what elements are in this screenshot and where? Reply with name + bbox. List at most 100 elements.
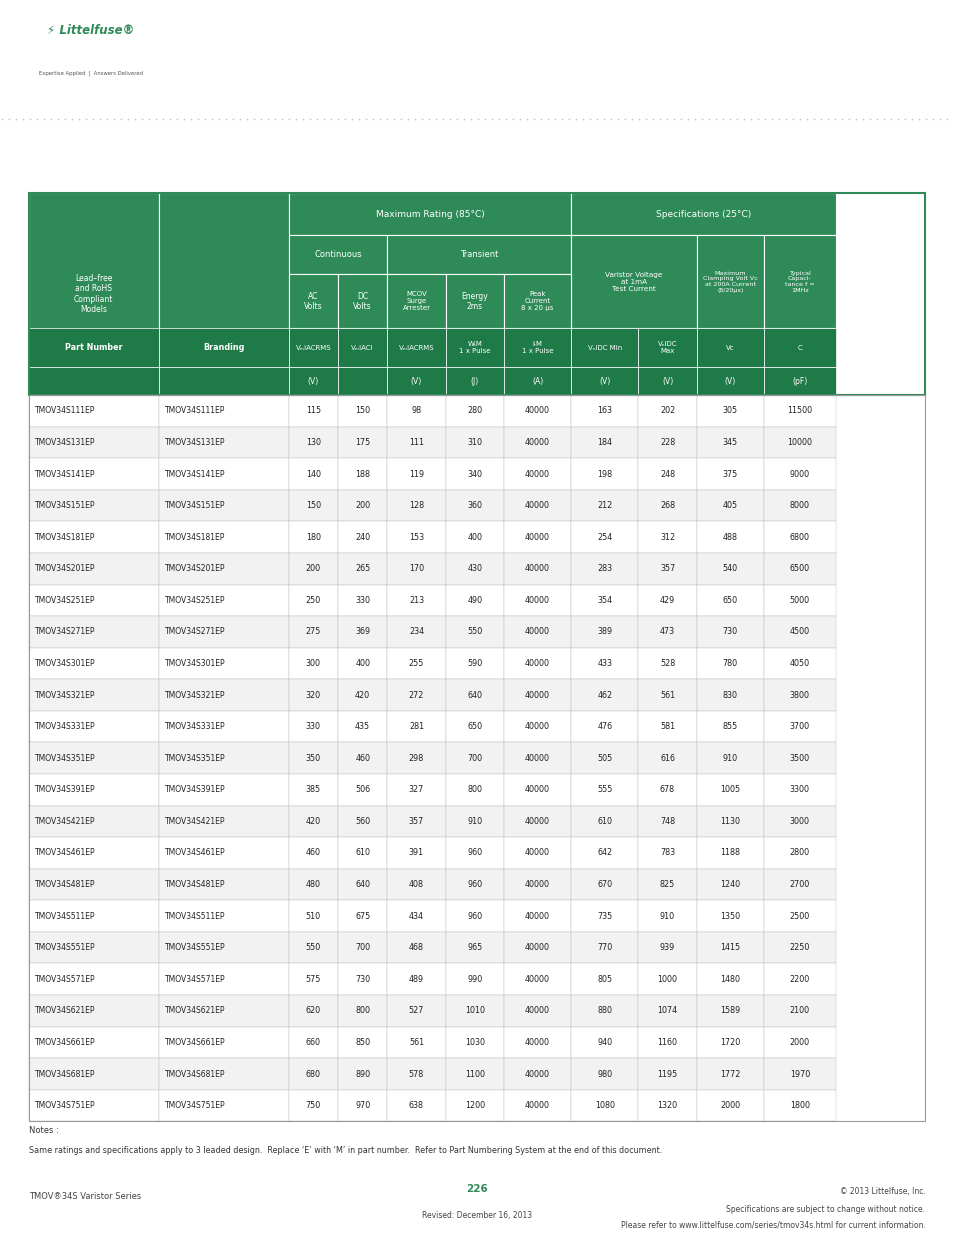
Bar bbox=[571, 868, 638, 900]
Text: 175: 175 bbox=[355, 438, 370, 447]
Text: 40000: 40000 bbox=[524, 1102, 550, 1110]
Text: (V): (V) bbox=[598, 377, 610, 385]
Text: 642: 642 bbox=[597, 848, 612, 857]
Text: 11500: 11500 bbox=[786, 406, 812, 415]
Text: TMOV34S461EP: TMOV34S461EP bbox=[35, 848, 95, 857]
Text: 180: 180 bbox=[306, 532, 320, 542]
Text: 330: 330 bbox=[355, 595, 370, 605]
Bar bbox=[696, 236, 763, 329]
Bar bbox=[503, 900, 571, 932]
Bar bbox=[503, 932, 571, 963]
Text: 119: 119 bbox=[409, 469, 423, 478]
Bar bbox=[29, 900, 158, 932]
Text: 2800: 2800 bbox=[789, 848, 809, 857]
Text: 300: 300 bbox=[306, 659, 320, 668]
Text: 391: 391 bbox=[409, 848, 423, 857]
Text: 389: 389 bbox=[597, 627, 612, 636]
Text: Varistor Voltage
at 1mA
Test Current: Varistor Voltage at 1mA Test Current bbox=[604, 272, 662, 291]
Text: 40000: 40000 bbox=[524, 816, 550, 826]
Bar bbox=[158, 837, 289, 868]
Text: 590: 590 bbox=[467, 659, 482, 668]
Bar bbox=[503, 521, 571, 553]
Bar bbox=[571, 742, 638, 774]
Bar bbox=[571, 679, 638, 711]
Text: 357: 357 bbox=[659, 564, 675, 573]
Bar bbox=[696, 458, 763, 490]
Bar bbox=[696, 805, 763, 837]
Bar bbox=[387, 236, 571, 274]
Bar bbox=[289, 868, 337, 900]
Text: 111: 111 bbox=[409, 438, 423, 447]
Text: Transient: Transient bbox=[459, 251, 497, 259]
Text: 9000: 9000 bbox=[789, 469, 809, 478]
Text: 940: 940 bbox=[597, 1037, 612, 1047]
Text: (V): (V) bbox=[308, 377, 318, 385]
Bar bbox=[445, 774, 503, 805]
Bar bbox=[763, 458, 835, 490]
Text: 283: 283 bbox=[597, 564, 612, 573]
Text: TMOV34S251EP: TMOV34S251EP bbox=[165, 595, 225, 605]
Bar bbox=[763, 490, 835, 521]
Text: DC
Volts: DC Volts bbox=[353, 291, 372, 311]
Bar bbox=[571, 900, 638, 932]
Bar bbox=[337, 584, 387, 616]
Bar bbox=[158, 1058, 289, 1089]
Text: 650: 650 bbox=[467, 722, 482, 731]
Text: 375: 375 bbox=[722, 469, 738, 478]
Text: TMOV34S131EP: TMOV34S131EP bbox=[35, 438, 95, 447]
Text: TMOV34S301EP: TMOV34S301EP bbox=[165, 659, 225, 668]
Bar bbox=[445, 1089, 503, 1121]
Text: 1240: 1240 bbox=[720, 881, 740, 889]
Text: TMOV34S391EP: TMOV34S391EP bbox=[35, 785, 95, 794]
Bar bbox=[638, 367, 696, 395]
Text: 965: 965 bbox=[467, 944, 482, 952]
Text: 680: 680 bbox=[306, 1070, 320, 1078]
Text: WₜM
1 x Pulse: WₜM 1 x Pulse bbox=[458, 341, 490, 354]
Text: 40000: 40000 bbox=[524, 469, 550, 478]
Bar bbox=[571, 329, 638, 367]
Text: Peak
Current
8 x 20 μs: Peak Current 8 x 20 μs bbox=[520, 291, 553, 311]
Bar bbox=[337, 995, 387, 1026]
Text: 3800: 3800 bbox=[789, 690, 809, 699]
Bar bbox=[387, 395, 445, 427]
Bar bbox=[696, 679, 763, 711]
Text: Part Number: Part Number bbox=[65, 343, 122, 352]
Text: TMOV34S571EP: TMOV34S571EP bbox=[165, 974, 225, 984]
Bar bbox=[158, 427, 289, 458]
Text: 750: 750 bbox=[305, 1102, 320, 1110]
Bar bbox=[387, 427, 445, 458]
Bar bbox=[445, 647, 503, 679]
Bar bbox=[29, 679, 158, 711]
Bar bbox=[29, 837, 158, 868]
Text: TMOV34S151EP: TMOV34S151EP bbox=[35, 501, 95, 510]
Bar bbox=[289, 1026, 337, 1058]
Bar bbox=[503, 584, 571, 616]
Bar bbox=[638, 742, 696, 774]
Text: 960: 960 bbox=[467, 848, 482, 857]
Text: 40000: 40000 bbox=[524, 848, 550, 857]
Text: 128: 128 bbox=[409, 501, 423, 510]
Text: TMOV34S511EP: TMOV34S511EP bbox=[35, 911, 95, 920]
Bar bbox=[571, 932, 638, 963]
Bar bbox=[445, 427, 503, 458]
Text: 345: 345 bbox=[722, 438, 737, 447]
Text: 890: 890 bbox=[355, 1070, 370, 1078]
Text: 850: 850 bbox=[355, 1037, 370, 1047]
Text: 188: 188 bbox=[355, 469, 370, 478]
Bar bbox=[289, 458, 337, 490]
Text: 830: 830 bbox=[722, 690, 737, 699]
Bar bbox=[571, 236, 696, 329]
Text: 369: 369 bbox=[355, 627, 370, 636]
Text: 468: 468 bbox=[409, 944, 423, 952]
Bar bbox=[29, 584, 158, 616]
Text: 855: 855 bbox=[722, 722, 738, 731]
Text: 610: 610 bbox=[597, 816, 612, 826]
Text: 234: 234 bbox=[409, 627, 423, 636]
Text: MCOV
Surge
Arrester: MCOV Surge Arrester bbox=[402, 291, 430, 311]
Bar bbox=[445, 900, 503, 932]
Bar bbox=[696, 427, 763, 458]
Text: 640: 640 bbox=[467, 690, 482, 699]
Text: TMOV®34S Series Ratings & Specifications - Alternative 2 Lead Design: TMOV®34S Series Ratings & Specifications… bbox=[40, 157, 484, 168]
Text: (pF): (pF) bbox=[791, 377, 806, 385]
Bar bbox=[763, 868, 835, 900]
